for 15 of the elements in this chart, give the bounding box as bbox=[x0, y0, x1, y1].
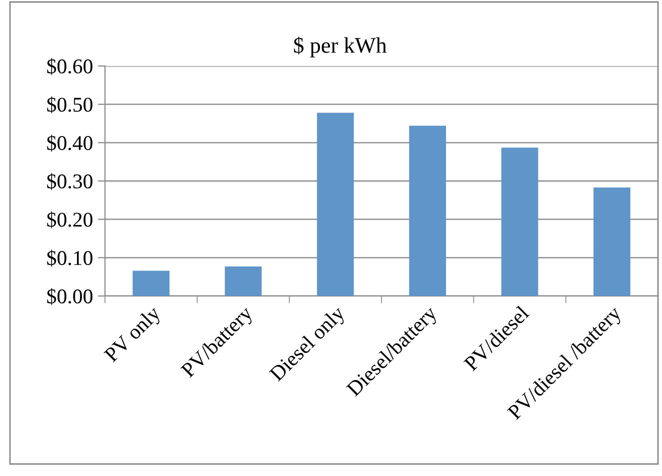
y-tick-label: $0.40 bbox=[47, 134, 92, 152]
bar bbox=[224, 266, 262, 296]
bar bbox=[409, 126, 446, 296]
y-tick-label: $0.50 bbox=[47, 96, 92, 114]
y-tick-label: $0.10 bbox=[47, 250, 92, 266]
y-tick-label: $0.60 bbox=[47, 58, 92, 75]
y-tick-label: $0.20 bbox=[47, 211, 92, 228]
bar bbox=[593, 188, 630, 296]
chart-title: $ per kWh bbox=[294, 36, 387, 58]
bar bbox=[316, 112, 354, 296]
y-tick-label: $0.00 bbox=[47, 288, 92, 305]
bar bbox=[132, 270, 170, 296]
x-tick-label: PV only bbox=[103, 304, 164, 366]
bar bbox=[501, 148, 538, 296]
y-tick-label: $0.30 bbox=[47, 173, 92, 190]
